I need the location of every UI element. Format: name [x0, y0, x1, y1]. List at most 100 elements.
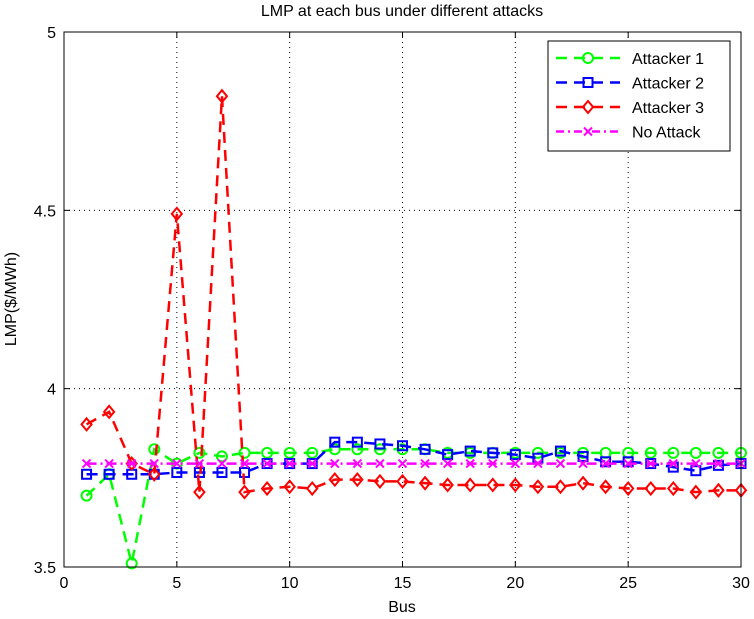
data-point — [373, 473, 387, 489]
data-point — [352, 458, 363, 469]
y-tick-label: 5 — [47, 25, 56, 42]
data-point — [666, 480, 680, 497]
data-point — [172, 458, 182, 469]
data-point — [103, 468, 115, 480]
data-point — [148, 443, 161, 456]
data-point — [330, 458, 340, 469]
data-point — [283, 479, 296, 495]
data-point — [125, 557, 138, 570]
data-point — [712, 482, 725, 498]
axis-ticks: 0 5 10 15 20 25 30 3.5 4 4.5 5 — [34, 25, 750, 592]
data-point — [600, 456, 612, 468]
data-point — [442, 458, 453, 469]
data-point — [284, 458, 295, 469]
data-point — [80, 489, 93, 502]
y-tick-label: 4.5 — [34, 203, 56, 220]
series-line — [85, 447, 741, 564]
data-point — [126, 458, 137, 469]
y-axis-label: LMP($/MWh) — [3, 252, 20, 346]
data-point — [374, 438, 386, 450]
data-point — [600, 458, 611, 469]
data-point — [555, 458, 566, 469]
data-point — [509, 449, 521, 461]
data-point — [644, 480, 658, 497]
data-point — [216, 466, 228, 478]
series-line — [85, 96, 741, 494]
data-point — [102, 404, 116, 420]
data-point — [171, 466, 183, 478]
data-point — [531, 479, 545, 495]
data-point — [690, 465, 702, 477]
x-tick-label: 5 — [172, 575, 181, 592]
x-tick-label: 10 — [281, 575, 299, 592]
data-point — [418, 475, 432, 491]
data-point — [420, 458, 430, 469]
x-tick-label: 15 — [394, 575, 412, 592]
data-point — [667, 446, 680, 459]
data-point — [577, 450, 589, 462]
legend-item: No Attack — [556, 125, 701, 142]
data-point — [239, 458, 250, 469]
data-point — [81, 458, 92, 469]
data-point — [554, 479, 567, 495]
legend-swatch-marker — [581, 99, 595, 115]
data-point — [599, 479, 612, 495]
data-point — [463, 477, 477, 493]
data-point — [689, 484, 703, 500]
chart-title: LMP at each bus under different attacks — [261, 3, 543, 20]
data-point — [81, 468, 93, 480]
y-tick-label: 4 — [47, 382, 56, 399]
data-point — [305, 480, 319, 497]
data-point — [307, 458, 317, 469]
data-point — [104, 458, 114, 469]
legend-item: Attacker 3 — [556, 99, 704, 117]
data-point — [328, 472, 342, 488]
legend: Attacker 1 Attacker 2 Attacker 3 No Attack — [547, 40, 731, 152]
legend-swatch-marker — [582, 52, 594, 64]
data-point — [486, 477, 500, 493]
x-tick-label: 25 — [619, 575, 637, 592]
data-point — [283, 446, 296, 459]
data-point — [238, 446, 251, 459]
data-point — [644, 446, 657, 459]
series-attacker-3 — [80, 88, 748, 500]
data-point — [441, 477, 454, 493]
data-point — [351, 443, 364, 456]
data-point — [375, 458, 385, 469]
data-point — [533, 458, 543, 469]
data-point — [262, 458, 272, 469]
data-point — [193, 484, 206, 500]
series-layer — [80, 88, 748, 570]
data-point — [689, 446, 702, 459]
data-point — [623, 458, 633, 469]
legend-label: Attacker 3 — [632, 100, 704, 117]
data-point — [713, 458, 724, 469]
data-point — [217, 458, 227, 469]
data-point — [621, 480, 635, 497]
data-point — [149, 458, 159, 469]
data-point — [578, 458, 588, 469]
data-point — [465, 458, 475, 469]
data-point — [238, 484, 251, 500]
data-point — [215, 88, 229, 104]
data-point — [397, 458, 408, 469]
data-point — [215, 450, 228, 463]
legend-swatch-marker — [582, 77, 594, 88]
data-point — [576, 475, 590, 491]
data-point — [712, 459, 724, 471]
data-point — [329, 436, 341, 448]
data-point — [488, 458, 498, 469]
data-point — [306, 446, 319, 459]
data-point — [193, 446, 206, 459]
data-point — [328, 443, 341, 456]
legend-swatch-marker — [583, 126, 593, 137]
data-point — [396, 473, 409, 489]
data-point — [442, 449, 454, 461]
data-point — [510, 458, 521, 469]
data-point — [260, 480, 274, 497]
legend-label: Attacker 2 — [632, 76, 704, 93]
legend-label: No Attack — [632, 125, 701, 142]
x-tick-label: 20 — [506, 575, 524, 592]
legend-item: Attacker 2 — [556, 76, 704, 93]
